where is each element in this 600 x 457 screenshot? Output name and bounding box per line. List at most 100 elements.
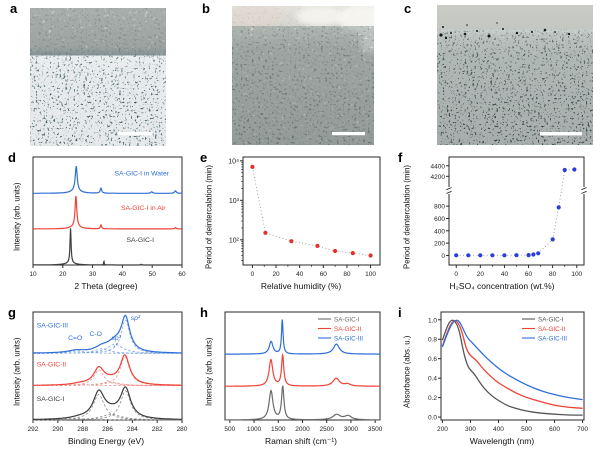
svg-text:200: 200: [437, 426, 448, 433]
svg-text:60: 60: [178, 271, 186, 278]
series-SA-GIC-I: [33, 228, 182, 266]
f-x-axis-label: H₂SO₄ concentration (wt.%): [449, 281, 555, 291]
series-SA-GIC-I: [33, 386, 182, 420]
svg-text:0.8: 0.8: [428, 337, 437, 344]
data-point: [315, 243, 320, 248]
micrograph-b-speckle: [232, 6, 374, 145]
svg-text:1.0: 1.0: [428, 317, 437, 324]
svg-text:80: 80: [343, 271, 351, 278]
svg-text:288: 288: [77, 426, 88, 433]
data-point: [514, 253, 519, 258]
panel-i: i Absorbance (abs. u.) 200 300 400 500 600 70…: [398, 306, 594, 456]
panel-letter-e: e: [200, 150, 208, 165]
svg-text:40: 40: [119, 271, 127, 278]
svg-text:100: 100: [365, 271, 376, 278]
data-point: [333, 248, 338, 254]
data-point: [478, 253, 483, 258]
i-x-axis-label: Wavelength (nm): [469, 436, 535, 446]
svg-text:282: 282: [152, 426, 163, 433]
legend-entry: SA-GIC-III: [538, 335, 567, 342]
series-SA-GIC-I in Air: [33, 195, 182, 230]
svg-text:800: 800: [434, 204, 445, 211]
micrograph-c-glints: [437, 35, 593, 145]
svg-text:60: 60: [525, 271, 533, 278]
svg-text:500: 500: [224, 426, 235, 433]
legend-h: SA-GIC-I SA-GIC-II SA-GIC-III: [318, 316, 363, 342]
svg-text:30: 30: [89, 271, 97, 278]
svg-text:284: 284: [127, 426, 138, 433]
panel-g: g Intensity (arb. units) 292 290 288 286 284…: [8, 306, 194, 456]
annotation-leader: [113, 342, 118, 348]
series-SA-GIC-I: [225, 385, 380, 421]
data-point: [562, 167, 567, 173]
axes-f: 0 20 40 60 80 100 0 200 400 600 800 4200 4400: [431, 156, 587, 278]
svg-text:600: 600: [549, 426, 560, 433]
svg-text:3500: 3500: [368, 426, 383, 433]
svg-text:10²: 10²: [229, 237, 240, 244]
legend-i: SA-GIC-I SA-GIC-II SA-GIC-III: [522, 316, 567, 342]
svg-text:300: 300: [465, 426, 476, 433]
svg-text:0: 0: [454, 271, 458, 278]
scale-bar: [118, 132, 152, 136]
svg-text:20: 20: [477, 271, 485, 278]
series-SA-GIC-III: [441, 319, 583, 401]
svg-text:0.2: 0.2: [428, 395, 437, 402]
scale-bar: [332, 132, 365, 136]
svg-text:1500: 1500: [271, 426, 286, 433]
panel-letter-g: g: [8, 305, 16, 320]
svg-text:0: 0: [251, 271, 255, 278]
data-point: [263, 230, 268, 235]
xrd-chart: 10 20 30 40 50 60 SA-GIC-I SA-GIC-I in Air SA-GI…: [29, 156, 186, 278]
svg-text:700: 700: [577, 426, 588, 433]
series-SA-GIC-II: [441, 319, 583, 409]
svg-text:40: 40: [501, 271, 509, 278]
xps-component: [33, 319, 182, 354]
svg-text:100: 100: [571, 271, 582, 278]
svg-text:2500: 2500: [319, 426, 334, 433]
legend-entry: SA-GIC-III: [334, 335, 363, 342]
svg-text:500: 500: [521, 426, 532, 433]
panel-d: d Intensity (arb. units) 10 20 30 40 50 60 SA-…: [8, 151, 194, 301]
series-label: SA-GIC-I: [126, 237, 154, 244]
panel-letter-f: f: [398, 150, 403, 165]
panel-letter-h: h: [200, 305, 208, 320]
axes-i: 200 300 400 500 600 700 0.0 0.2 0.4 0.6 0.8 1.0: [428, 311, 588, 433]
scale-bar: [540, 132, 582, 136]
panel-letter-i: i: [398, 305, 402, 320]
data-point: [502, 253, 507, 258]
series-label: SA-GIC-I: [37, 396, 65, 403]
d-x-axis-label: 2 Theta (degree): [74, 281, 138, 291]
trend-line-f: [456, 169, 575, 256]
panel-h: h Intensity (arb. units) 500 1000 1500 2000…: [200, 306, 392, 456]
data-point: [289, 239, 294, 244]
data-point: [531, 252, 536, 257]
data-point: [368, 253, 373, 258]
series-SA-GIC-I: [441, 319, 583, 416]
xps-component: [33, 369, 182, 386]
svg-text:0.4: 0.4: [428, 376, 437, 383]
svg-text:4200: 4200: [431, 174, 446, 181]
e-y-axis-label: Period of deintercalation (min): [204, 165, 214, 270]
annotation: C-O: [89, 331, 101, 338]
svg-text:400: 400: [493, 426, 504, 433]
raman-chart: 500 1000 1500 2000 2500 3000 3500SA-GIC-ISA-GI…: [224, 311, 383, 433]
svg-text:600: 600: [434, 216, 445, 223]
panel-letter-b: b: [202, 1, 210, 16]
panel-letter-c: c: [404, 1, 412, 16]
f-y-axis-label: Period of deintercalation (min): [402, 165, 412, 270]
data-point: [556, 205, 561, 210]
annotation: C=O: [68, 335, 82, 342]
i-y-axis-label: Absorbance (abs. u.): [402, 335, 412, 409]
annotation: sp²: [131, 315, 141, 322]
svg-text:0.6: 0.6: [428, 356, 437, 363]
svg-text:80: 80: [549, 271, 557, 278]
panel-e: e Period of deintercalation (min) 0 20 40 6…: [200, 151, 392, 301]
data-point: [536, 251, 541, 256]
panel-f: f Period of deintercalation (min) 0 20 40 6…: [398, 151, 594, 301]
debris-specks: [439, 22, 571, 40]
h-x-axis-label: Raman shift (cm⁻¹): [264, 436, 338, 446]
series-SA-GIC-III: [225, 319, 380, 355]
svg-text:0.0: 0.0: [428, 415, 437, 422]
svg-text:4400: 4400: [431, 163, 446, 170]
